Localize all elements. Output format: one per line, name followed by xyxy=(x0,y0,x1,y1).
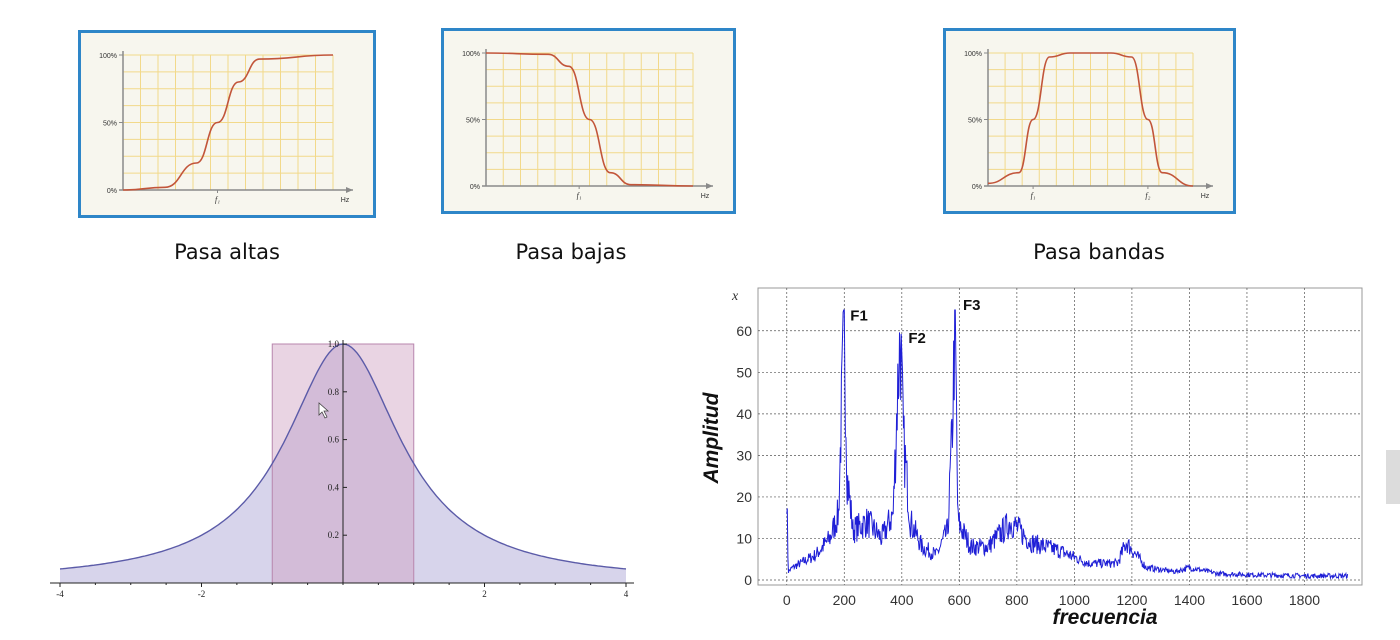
plot-frame xyxy=(757,287,1363,586)
spectrum-trace xyxy=(786,309,1349,580)
y-tick-label: 0.8 xyxy=(328,387,340,397)
y-tick-label: 40 xyxy=(736,406,752,422)
y-tick-label: 0% xyxy=(470,184,480,191)
x-tick-label: 800 xyxy=(1005,592,1029,608)
x-unit-label: Hz xyxy=(701,193,710,200)
highpass-plot: 100% 50% 0% f₁ Hz xyxy=(99,51,353,204)
peak-label-f2: F2 xyxy=(908,330,926,347)
lowpass-chart: 100% 50% 0% f₁ Hz xyxy=(441,28,736,214)
amplitude-spectrum-plot: 0 200 400 600 800 1000 1200 1400 1600 1800 0 10 20 30… xyxy=(700,287,1363,629)
y-tick-label: 50% xyxy=(968,118,982,125)
x-tick-label: 2 xyxy=(482,589,487,599)
edge-decoration xyxy=(1386,450,1400,504)
x-tick-label: 1200 xyxy=(1116,592,1147,608)
y-tick-label: 100% xyxy=(964,51,982,58)
cutoff-label: f₁ xyxy=(215,195,220,204)
y-tick-label: 50 xyxy=(736,364,752,380)
y-tick-label: 0% xyxy=(107,188,117,195)
caption-highpass: Pasa altas xyxy=(174,240,280,264)
response-curve xyxy=(485,52,694,187)
x-tick-label: 4 xyxy=(624,589,629,599)
lorentzian-vs-ideal-plot: -4 -2 2 4 0.2 0.4 0.6 0.8 1.0 xyxy=(50,339,634,599)
bandpass-chart: 100% 50% 0% f₁ f₂ Hz xyxy=(943,28,1236,214)
x-tick-label: 1400 xyxy=(1174,592,1205,608)
x-axis-arrow xyxy=(346,187,353,193)
y-tick-label: 0.2 xyxy=(328,530,339,540)
x-tick-label: 400 xyxy=(890,592,914,608)
caption-lowpass: Pasa bajas xyxy=(515,240,627,264)
x-axis-arrow xyxy=(1206,183,1213,189)
x-tick-label: 1600 xyxy=(1231,592,1262,608)
lowpass-plot: 100% 50% 0% f₁ Hz xyxy=(462,49,713,200)
y-tick-label: 100% xyxy=(99,53,117,60)
x-unit-label: Hz xyxy=(341,197,350,204)
x-axis-label: frecuencia xyxy=(1052,606,1157,629)
caption-bandpass: Pasa bandas xyxy=(1033,240,1165,264)
y-tick-label: 20 xyxy=(736,489,752,505)
y-tick-label: 0 xyxy=(744,572,752,588)
cutoff-label: f₁ xyxy=(1031,191,1036,200)
y-tick-label: 100% xyxy=(462,51,480,58)
x-tick-label: -4 xyxy=(56,589,64,599)
x-unit-label: Hz xyxy=(1201,193,1210,200)
x-axis-arrow xyxy=(706,183,713,189)
bandpass-plot: 100% 50% 0% f₁ f₂ Hz xyxy=(964,49,1213,200)
corner-label: x xyxy=(731,289,739,304)
x-tick-label: 0 xyxy=(783,592,791,608)
peak-label-f3: F3 xyxy=(963,297,981,314)
y-tick-label: 1.0 xyxy=(328,339,340,349)
x-tick-label: 200 xyxy=(833,592,857,608)
y-tick-label: 50% xyxy=(103,121,117,128)
x-tick-label: -2 xyxy=(198,589,206,599)
peak-label-f1: F1 xyxy=(850,307,868,324)
y-axis-label: Amplitud xyxy=(700,391,723,484)
y-tick-label: 10 xyxy=(736,530,752,546)
cutoff-label: f₁ xyxy=(577,191,582,200)
x-tick-label: 1000 xyxy=(1059,592,1090,608)
response-curve xyxy=(987,52,1194,187)
x-tick-label: 600 xyxy=(948,592,972,608)
y-tick-label: 0.6 xyxy=(328,435,340,445)
y-tick-label: 0.4 xyxy=(328,482,340,492)
y-tick-label: 50% xyxy=(466,118,480,125)
x-tick-label: 1800 xyxy=(1289,592,1320,608)
highpass-chart: 100% 50% 0% f₁ Hz xyxy=(78,30,376,218)
response-curve xyxy=(122,54,334,191)
y-tick-label: 60 xyxy=(736,323,752,339)
y-tick-label: 0% xyxy=(972,184,982,191)
mouse-cursor-icon xyxy=(318,402,330,419)
y-tick-label: 30 xyxy=(736,447,752,463)
cutoff-label: f₂ xyxy=(1145,191,1150,200)
